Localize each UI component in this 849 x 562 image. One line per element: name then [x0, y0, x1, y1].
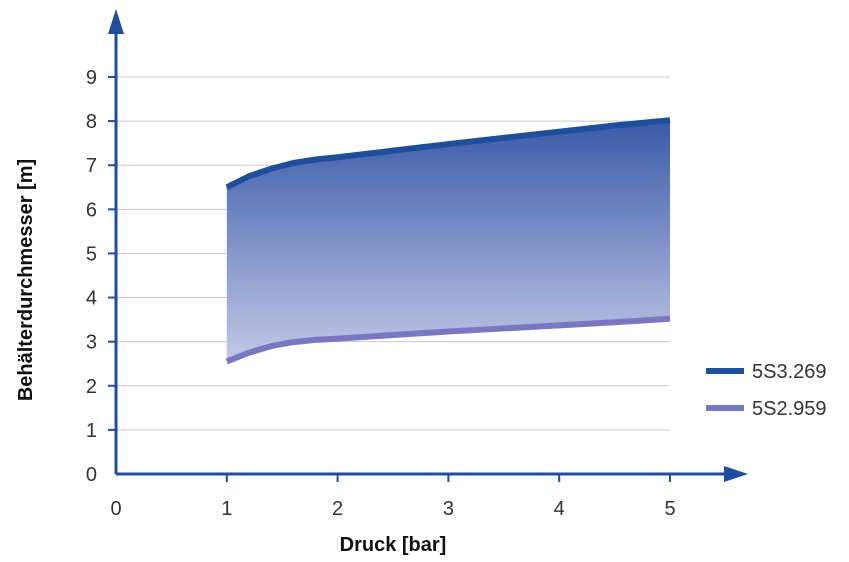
y-tick-label-5: 5: [86, 243, 97, 265]
x-tick-label-1: 1: [221, 498, 232, 520]
y-axis-title: Behälterdurchmesser [m]: [15, 159, 37, 401]
y-tick-label-1: 1: [86, 420, 97, 442]
y-tick-label-3: 3: [86, 332, 97, 354]
y-tick-label-2: 2: [86, 376, 97, 398]
y-tick-label-6: 6: [86, 199, 97, 221]
x-tick-label-5: 5: [664, 498, 675, 520]
x-tick-label-3: 3: [443, 498, 454, 520]
x-axis-arrow: [724, 466, 748, 482]
y-axis-arrow: [108, 9, 124, 34]
y-tick-label-0: 0: [86, 464, 97, 486]
legend: 5S3.269 5S2.959: [706, 361, 827, 420]
series-lines: [225, 117, 671, 365]
x-tick-label-2: 2: [332, 498, 343, 520]
axes: [108, 9, 748, 482]
x-axis-title: Druck [bar]: [340, 534, 447, 556]
y-tick-label-7: 7: [86, 155, 97, 177]
filled-range-area: [226, 120, 671, 362]
y-tick-label-4: 4: [86, 288, 97, 310]
tick-labels: 0 1 2 3 4 5 0 1 2 3 4 5 6 7 8 9: [86, 67, 676, 520]
series-line-5S2-959: [225, 315, 671, 365]
y-tick-label-8: 8: [86, 111, 97, 133]
x-tick-label-0: 0: [110, 498, 121, 520]
legend-label-5S2-959: 5S2.959: [752, 398, 827, 420]
y-tick-label-9: 9: [86, 67, 97, 89]
series-line-5S3-269: [225, 117, 671, 190]
x-tick-label-4: 4: [554, 498, 565, 520]
range-fill: [226, 120, 671, 362]
legend-label-5S3-269: 5S3.269: [752, 361, 827, 383]
